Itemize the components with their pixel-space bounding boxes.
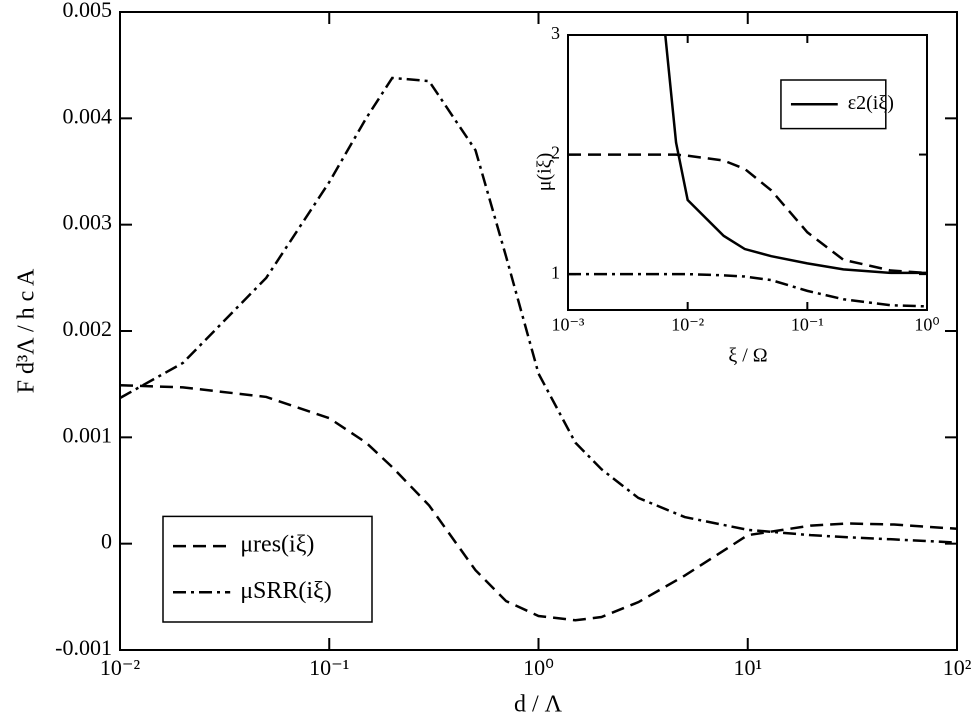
x-tick-label: 10⁻³ [552, 314, 586, 334]
x-tick-label: 10⁻² [100, 655, 141, 680]
legend-label: ε2(iξ) [848, 92, 894, 114]
y-tick-label: 0.002 [63, 316, 113, 341]
x-tick-label: 10⁻¹ [791, 314, 824, 334]
y-tick-label: 0.004 [63, 103, 113, 128]
x-tick-label: 10⁻² [671, 314, 704, 334]
y-tick-label: 0.005 [63, 0, 113, 22]
y-axis-label: μ(iξ) [534, 153, 556, 192]
y-tick-label: 1 [551, 262, 560, 282]
y-tick-label: 3 [551, 23, 560, 43]
legend-box [162, 515, 373, 623]
series-line [120, 383, 957, 622]
x-axis-label: d / Λ [514, 692, 563, 718]
series-line [568, 153, 927, 275]
series-line [568, 272, 927, 308]
x-tick-label: 10⁰ [914, 314, 939, 334]
legend-label: μSRR(iξ) [240, 578, 332, 604]
y-axis-label: F d³Λ / h c A [14, 268, 40, 393]
y-tick-label: 0.003 [63, 210, 113, 235]
legend-label: μres(iξ) [240, 532, 314, 558]
y-tick-label: 0 [101, 529, 112, 554]
x-tick-label: 10⁰ [523, 655, 554, 680]
series-line [120, 76, 957, 544]
y-tick-label: 2 [551, 143, 560, 163]
y-tick-label: -0.001 [55, 635, 112, 660]
y-tick-label: 0.001 [63, 422, 113, 447]
x-tick-label: 10⁻¹ [309, 655, 349, 680]
x-axis-label: ξ / Ω [728, 345, 767, 367]
x-tick-label: 10² [943, 655, 972, 680]
series-line [664, 35, 927, 275]
plot-frame [567, 34, 928, 311]
x-tick-label: 10¹ [733, 655, 762, 680]
